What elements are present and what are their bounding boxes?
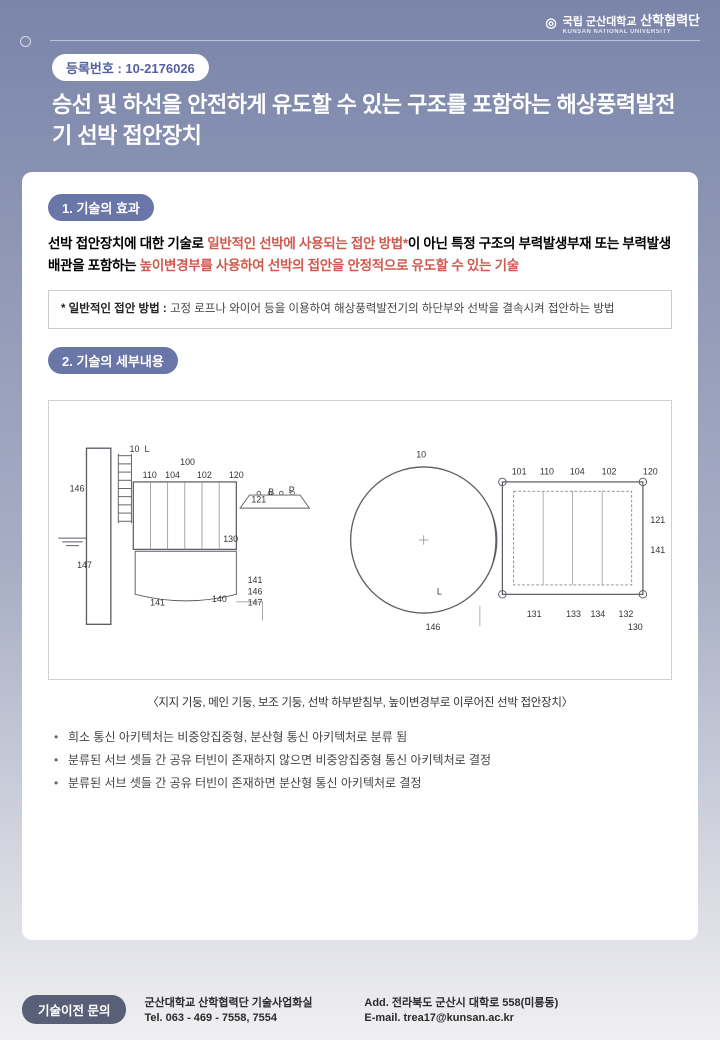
svg-text:102: 102 (197, 471, 212, 481)
svg-text:104: 104 (570, 467, 585, 477)
diagram-svg: 10L146110100104102120121BP13014714114014… (49, 401, 671, 679)
svg-text:146: 146 (426, 622, 441, 632)
svg-text:133: 133 (566, 609, 581, 619)
svg-text:146: 146 (70, 484, 85, 494)
footer-addr: Add. 전라북도 군산시 대학로 558(미룡동) (364, 994, 558, 1010)
footer-email: E-mail. trea17@kunsan.ac.kr (364, 1012, 558, 1024)
eff-hl1: 일반적인 선박에 사용되는 접안 방법* (207, 236, 408, 251)
svg-text:100: 100 (180, 457, 195, 467)
note-box: * 일반적인 접안 방법 : 고정 로프나 와이어 등을 이용하여 해상풍력발전… (48, 290, 672, 330)
note-body: 고정 로프나 와이어 등을 이용하여 해상풍력발전기의 하단부와 선박을 결속시… (170, 303, 615, 315)
svg-text:L: L (145, 444, 150, 454)
svg-text:130: 130 (223, 534, 238, 544)
svg-text:120: 120 (229, 471, 244, 481)
note-label: * 일반적인 접안 방법 : (61, 303, 167, 315)
svg-text:141: 141 (248, 575, 263, 585)
list-item: 희소 통신 아키텍처는 비중앙집중형, 분산형 통신 아키텍처로 분류 됨 (54, 726, 672, 749)
footer-grid: 군산대학교 산학협력단 기술사업화실 Add. 전라북도 군산시 대학로 558… (144, 994, 558, 1024)
footer-org: 군산대학교 산학협력단 기술사업화실 (144, 994, 338, 1010)
divider (50, 40, 700, 41)
header-univ: 국립 군산대학교 (563, 16, 637, 28)
svg-text:147: 147 (248, 598, 263, 608)
svg-text:102: 102 (602, 467, 617, 477)
svg-text:132: 132 (619, 609, 634, 619)
section2-heading: 2. 기술의 세부내용 (48, 347, 178, 374)
header: ◎ 국립 군산대학교 산학협력단 KUNSAN NATIONAL UNIVERS… (545, 10, 700, 35)
diagram-panel: 10L146110100104102120121BP13014714114014… (48, 400, 672, 680)
svg-text:10: 10 (416, 450, 426, 460)
diagram-caption: 〈지지 기둥, 메인 기둥, 보조 기둥, 선박 하부받침부, 높이변경부로 이… (48, 694, 672, 710)
section1-body: 선박 접안장치에 대한 기술로 일반적인 선박에 사용되는 접안 방법*이 아닌… (48, 233, 672, 278)
header-org: 산학협력단 (640, 13, 700, 28)
eff-hl2: 높이변경부를 사용하여 선박의 접안을 안정적으로 유도할 수 있는 기술 (140, 258, 519, 273)
page-title: 승선 및 하선을 안전하게 유도할 수 있는 구조를 포함하는 해상풍력발전기 … (52, 90, 680, 152)
svg-text:141: 141 (650, 545, 665, 555)
svg-text:L: L (437, 587, 442, 597)
svg-text:130: 130 (628, 622, 643, 632)
svg-text:110: 110 (143, 471, 157, 481)
bullet-list: 희소 통신 아키텍처는 비중앙집중형, 분산형 통신 아키텍처로 분류 됨 분류… (48, 726, 672, 794)
footer-tel: Tel. 063 - 469 - 7558, 7554 (144, 1012, 338, 1024)
svg-text:120: 120 (643, 467, 658, 477)
svg-text:101: 101 (512, 467, 527, 477)
logo-icon: ◎ (545, 15, 556, 31)
footer: 기술이전 문의 군산대학교 산학협력단 기술사업화실 Add. 전라북도 군산시… (22, 994, 698, 1024)
section1-heading: 1. 기술의 효과 (48, 194, 154, 221)
list-item: 분류된 서브 셋들 간 공유 터빈이 존재하지 않으면 비중앙집중형 통신 아키… (54, 749, 672, 772)
footer-badge: 기술이전 문의 (22, 995, 126, 1024)
svg-text:P: P (289, 486, 295, 496)
svg-text:104: 104 (165, 471, 180, 481)
svg-text:121: 121 (650, 515, 665, 525)
svg-text:B: B (268, 487, 274, 497)
eff-pre: 선박 접안장치에 대한 기술로 (48, 236, 207, 251)
svg-text:146: 146 (248, 587, 263, 597)
content-card: 1. 기술의 효과 선박 접안장치에 대한 기술로 일반적인 선박에 사용되는 … (22, 172, 698, 940)
list-item: 분류된 서브 셋들 간 공유 터빈이 존재하면 분산형 통신 아키텍처로 결정 (54, 772, 672, 795)
svg-text:134: 134 (590, 609, 605, 619)
svg-text:110: 110 (540, 467, 554, 477)
svg-text:121: 121 (251, 495, 266, 505)
header-sub: KUNSAN NATIONAL UNIVERSITY (563, 29, 700, 35)
svg-text:131: 131 (527, 609, 542, 619)
svg-text:140: 140 (212, 594, 227, 604)
svg-text:10: 10 (130, 444, 140, 454)
svg-text:141: 141 (150, 598, 165, 608)
svg-text:147: 147 (77, 560, 92, 570)
registration-badge: 등록번호 : 10-2176026 (52, 54, 209, 81)
